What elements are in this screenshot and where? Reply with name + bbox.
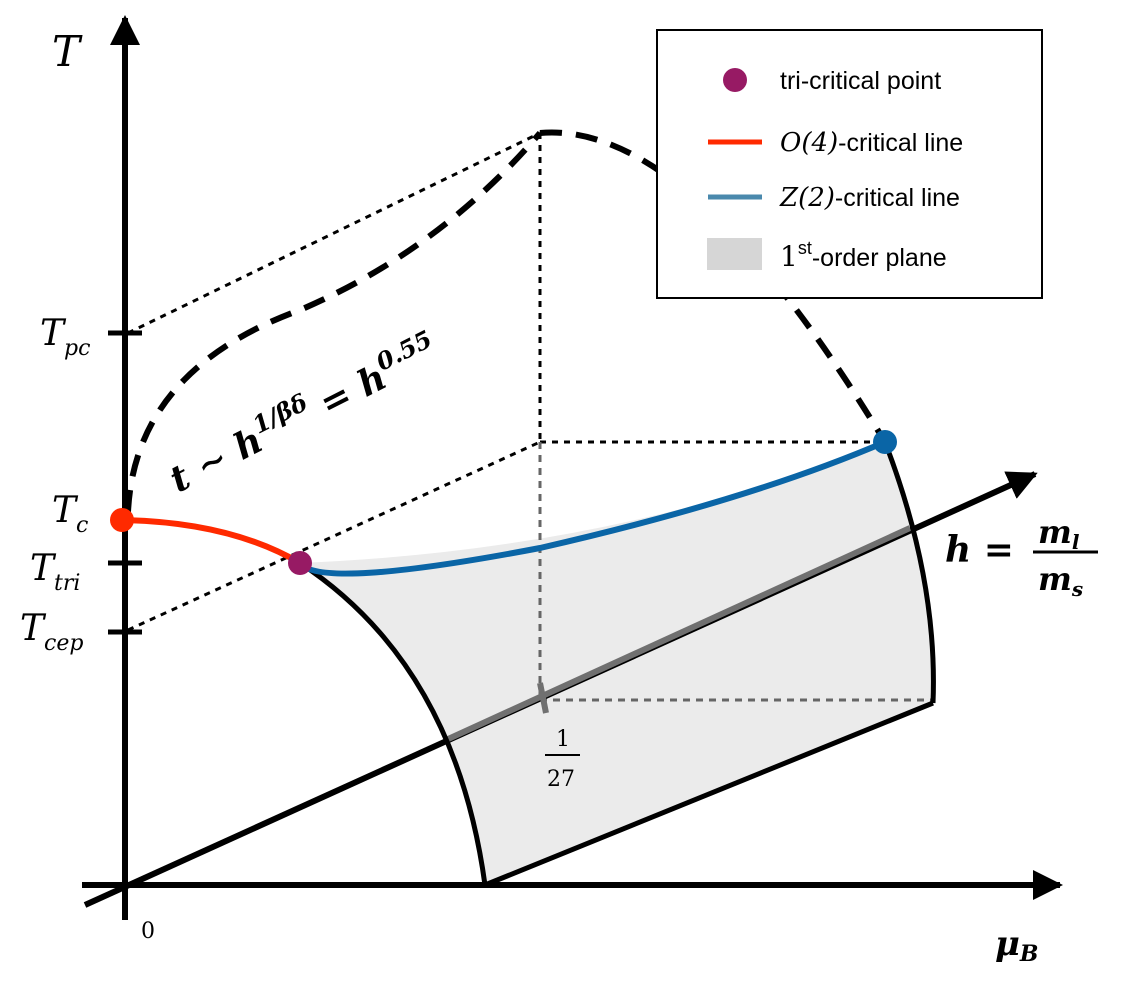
z2-endpoint — [873, 430, 897, 454]
legend: tri-critical point O(4)-critical line Z(… — [656, 29, 1043, 299]
plane-boundary-right — [882, 441, 936, 704]
h-denom-m: m — [1038, 560, 1072, 598]
t-c-label: Tc — [52, 490, 88, 538]
legend-tricritical-marker — [723, 68, 747, 92]
gray-tick — [537, 682, 549, 714]
z2-critical-line — [297, 439, 887, 577]
t-axis-ticks — [108, 330, 142, 635]
o4-critical-line — [121, 517, 302, 566]
t-tri-label: Ttri — [30, 548, 80, 596]
h-label-denom: ms — [1038, 560, 1083, 601]
mu-axis-label: μB — [995, 924, 1039, 967]
legend-z2-label: Z(2)-critical line — [779, 183, 960, 213]
mu-subscript: B — [1019, 941, 1039, 967]
h-numer-sub: l — [1072, 530, 1080, 554]
scaling-relation: t ∼ h1/βδ = h0.55 — [160, 324, 445, 501]
plane-boundary-bottom — [484, 700, 934, 888]
guide-lines — [127, 131, 885, 632]
plane-boundary-left — [298, 560, 488, 886]
h-label-lhs: h = — [945, 529, 1014, 571]
tc-point — [110, 508, 134, 532]
fraction-numer: 1 — [556, 727, 570, 752]
legend-tricritical-label: tri-critical point — [780, 67, 941, 95]
h-denom-sub: s — [1071, 577, 1083, 601]
legend-o4-label: O(4)-critical line — [780, 128, 963, 158]
legend-plane-swatch — [707, 238, 762, 270]
origin-label: 0 — [141, 919, 155, 944]
fraction-denom: 27 — [547, 767, 575, 792]
gray-in-plane-line — [444, 525, 912, 743]
mu-symbol: μ — [995, 924, 1020, 964]
tricritical-point — [288, 551, 312, 575]
guide-lines-gray — [538, 442, 933, 702]
h-numer-m: m — [1038, 513, 1072, 551]
t-axis-label: T — [52, 27, 83, 76]
t-pc-label: Tpc — [40, 313, 90, 361]
t-cep-label: Tcep — [20, 608, 83, 656]
legend-plane-label: 1st-order plane — [780, 238, 947, 273]
h-label-numer: ml — [1038, 513, 1080, 554]
crossover-line-left — [125, 131, 543, 513]
